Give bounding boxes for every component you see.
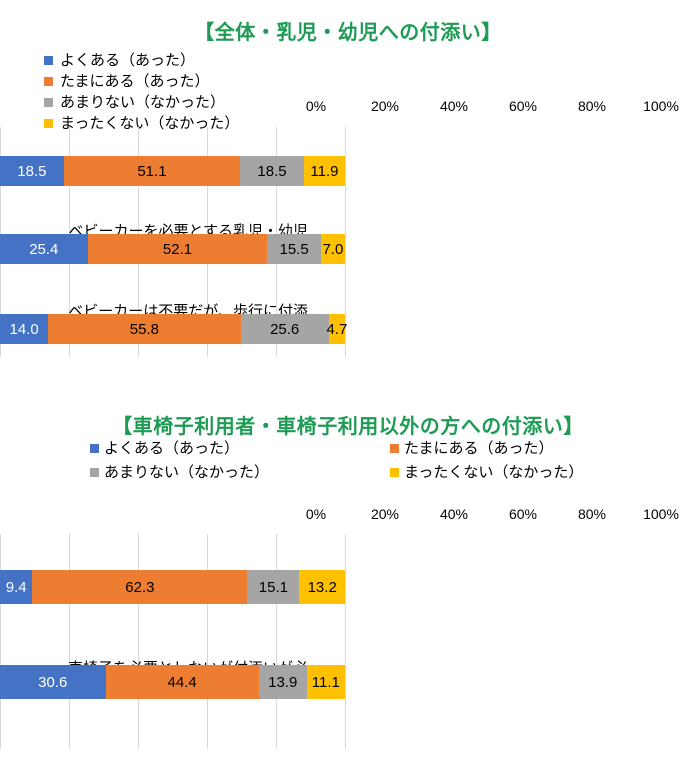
bar-value-label: 44.4	[167, 673, 197, 691]
bar-value-label: 7.0	[322, 240, 344, 258]
bar-segment-gray[interactable]: 15.5	[267, 234, 321, 264]
gridline-20	[69, 534, 70, 749]
chart-overall-infant-toddler: 【全体・乳児・幼児への付添い】 よくある（あった） たまにある（あった） あまり…	[0, 22, 679, 357]
legend-item-yokuaru[interactable]: よくある（あった）	[44, 50, 284, 70]
bar-row-wheelchair-always: 9.4 62.3 15.1 13.2	[0, 570, 345, 604]
legend-item-yokuaru[interactable]: よくある（あった）	[90, 437, 390, 459]
bar-value-label: 62.3	[125, 578, 155, 596]
legend-label-tamaniaru: たまにある（あった）	[60, 72, 210, 90]
x-tick-20: 20%	[370, 98, 400, 114]
bar-segment-yellow[interactable]: 11.9	[303, 156, 345, 186]
gridline-60	[207, 534, 208, 749]
chart-2-axis: 0% 20% 40% 60% 80% 100%	[306, 506, 679, 526]
legend-swatch-yellow-icon	[44, 118, 53, 128]
legend-item-tamaniaru[interactable]: たまにある（あった）	[390, 437, 670, 459]
x-tick-40: 40%	[439, 98, 469, 114]
legend-label-yokuaru: よくある（あった）	[104, 439, 240, 457]
legend-label-tamaniaru: たまにある（あった）	[404, 439, 554, 457]
x-tick-40: 40%	[439, 506, 469, 522]
bar-segment-orange[interactable]: 52.1	[87, 234, 268, 264]
bar-row-babycar-required: 25.4 52.1 15.5 7.0	[0, 234, 345, 264]
legend-item-mattakunai[interactable]: まったくない（なかった）	[44, 113, 284, 133]
bar-segment-orange[interactable]: 44.4	[105, 665, 259, 699]
bar-value-label: 13.9	[268, 673, 298, 691]
legend-item-amarinai[interactable]: あまりない（なかった）	[90, 461, 390, 483]
bar-segment-yellow[interactable]: 13.2	[299, 570, 345, 604]
gridline-80	[276, 534, 277, 749]
legend-item-mattakunai[interactable]: まったくない（なかった）	[390, 461, 670, 483]
chart-1-legend: よくある（あった） たまにある（あった） あまりない（なかった） まったくない（…	[44, 50, 284, 134]
x-tick-80: 80%	[577, 506, 607, 522]
bar-segment-orange[interactable]: 55.8	[48, 314, 241, 344]
chart-2-legend: よくある（あった） たまにある（あった） あまりない（なかった） まったくない（…	[90, 437, 670, 483]
legend-swatch-blue-icon	[90, 443, 99, 453]
legend-label-mattakunai: まったくない（なかった）	[404, 463, 584, 481]
bar-value-label: 15.5	[279, 240, 309, 258]
bar-segment-yellow[interactable]: 11.1	[306, 665, 345, 699]
x-tick-60: 60%	[508, 98, 538, 114]
legend-swatch-yellow-icon	[390, 467, 399, 477]
bar-segment-blue[interactable]: 18.5	[0, 156, 64, 186]
bar-value-label: 51.1	[137, 162, 167, 180]
legend-item-tamaniaru[interactable]: たまにある（あった）	[44, 71, 284, 91]
chart-1-title: 【全体・乳児・幼児への付添い】	[194, 22, 502, 44]
legend-label-amarinai: あまりない（なかった）	[104, 463, 270, 481]
bar-value-label: 55.8	[129, 320, 159, 338]
bar-segment-blue[interactable]: 25.4	[0, 234, 88, 264]
x-tick-100: 100%	[643, 506, 679, 522]
chart-2-title: 【車椅子利用者・車椅子利用以外の方への付添い】	[112, 416, 584, 438]
legend-swatch-gray-icon	[90, 467, 99, 477]
bar-value-label: 11.1	[311, 673, 340, 691]
bar-segment-orange[interactable]: 51.1	[63, 156, 241, 186]
gridline-40	[138, 534, 139, 749]
bar-segment-gray[interactable]: 18.5	[240, 156, 304, 186]
gridline-100	[345, 534, 346, 749]
legend-item-amarinai[interactable]: あまりない（なかった）	[44, 92, 284, 112]
bar-value-label: 52.1	[162, 240, 193, 258]
bar-value-label: 18.5	[17, 162, 47, 180]
bar-segment-orange[interactable]: 62.3	[32, 570, 248, 604]
x-tick-60: 60%	[508, 506, 538, 522]
gridline-0	[0, 534, 1, 749]
legend-label-yokuaru: よくある（あった）	[60, 51, 196, 69]
bar-segment-yellow[interactable]: 7.0	[320, 234, 345, 264]
bar-segment-yellow[interactable]: 4.7	[326, 314, 348, 344]
bar-value-label: 15.1	[258, 578, 288, 596]
bar-value-label: 14.0	[9, 320, 39, 338]
x-tick-0: 0%	[305, 98, 327, 114]
chart-wheelchair-users: 【車椅子利用者・車椅子利用以外の方への付添い】 よくある（あった） たまにある（…	[0, 400, 696, 772]
legend-label-amarinai: あまりない（なかった）	[60, 93, 226, 111]
bar-value-label: 11.9	[310, 162, 339, 180]
bar-value-label: 25.4	[29, 240, 59, 258]
bar-value-label: 4.7	[326, 320, 348, 338]
legend-swatch-orange-icon	[44, 76, 53, 86]
bar-value-label: 30.6	[38, 673, 68, 691]
gridline-100	[345, 127, 346, 357]
chart-2-gridlines	[0, 534, 346, 749]
bar-segment-gray[interactable]: 15.1	[247, 570, 300, 604]
bar-segment-blue[interactable]: 14.0	[0, 314, 49, 344]
bar-value-label: 9.4	[5, 578, 27, 596]
bar-row-wheelchair-not-needed: 30.6 44.4 13.9 11.1	[0, 665, 345, 699]
legend-swatch-orange-icon	[390, 443, 399, 453]
x-tick-80: 80%	[577, 98, 607, 114]
bar-row-babycar-not-required: 14.0 55.8 25.6 4.7	[0, 314, 348, 344]
bar-value-label: 18.5	[257, 162, 287, 180]
x-tick-20: 20%	[370, 506, 400, 522]
bar-row-zentai: 18.5 51.1 18.5 11.9	[0, 156, 345, 186]
legend-label-mattakunai: まったくない（なかった）	[60, 114, 240, 132]
legend-swatch-blue-icon	[44, 55, 53, 65]
x-tick-100: 100%	[643, 98, 679, 114]
legend-swatch-gray-icon	[44, 97, 53, 107]
bar-value-label: 13.2	[307, 578, 337, 596]
bar-value-label: 25.6	[270, 320, 300, 338]
bar-segment-blue[interactable]: 30.6	[0, 665, 106, 699]
x-tick-0: 0%	[305, 506, 327, 522]
bar-segment-gray[interactable]: 25.6	[240, 314, 329, 344]
chart-1-axis: 0% 20% 40% 60% 80% 100%	[306, 98, 679, 118]
bar-segment-blue[interactable]: 9.4	[0, 570, 33, 604]
bar-segment-gray[interactable]: 13.9	[258, 665, 307, 699]
